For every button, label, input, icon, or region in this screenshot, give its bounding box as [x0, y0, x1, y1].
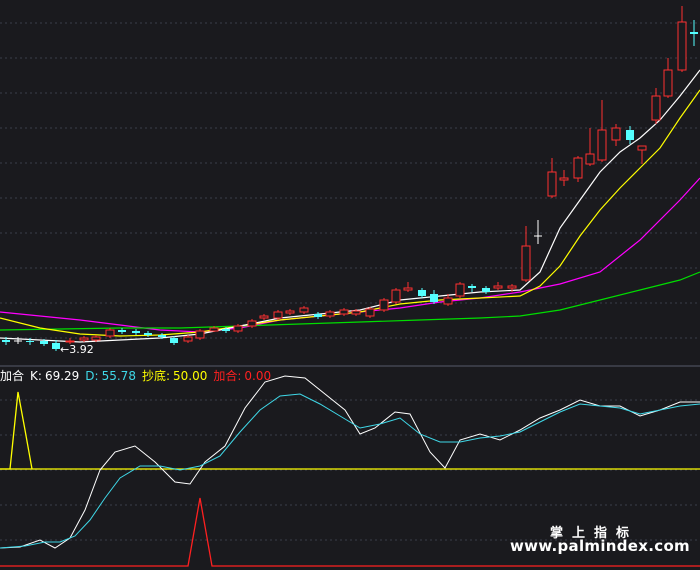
ma-green-line — [0, 271, 700, 331]
candle-up — [351, 310, 361, 315]
candle-up — [585, 153, 595, 165]
candle-down — [430, 294, 438, 302]
candle-up — [299, 307, 309, 313]
candle-up — [597, 129, 607, 161]
candle-down — [132, 331, 140, 333]
candle-up — [339, 309, 349, 315]
candle-down — [2, 340, 10, 342]
watermark-url: www.palmindex.com — [510, 537, 690, 555]
k-line — [0, 375, 700, 549]
candle-up — [105, 329, 115, 337]
d-line — [0, 393, 700, 549]
candle-up — [443, 297, 453, 305]
d-value: 55.78 — [101, 369, 136, 383]
candle-up — [493, 285, 503, 289]
jiahe-line — [0, 497, 700, 567]
candle-up — [521, 245, 531, 281]
candle-up — [455, 283, 465, 297]
candle-up — [663, 69, 673, 97]
candle-up — [209, 327, 219, 332]
d-label: D: — [85, 369, 99, 383]
low-price-value: 3.92 — [69, 343, 94, 356]
candle-down — [26, 341, 34, 342]
candle-up — [547, 171, 557, 197]
candle-up — [365, 308, 375, 317]
candle-down — [144, 333, 152, 335]
candle-up — [285, 310, 295, 314]
ma-white-line — [0, 69, 700, 343]
candle-down — [40, 341, 48, 344]
candle-up — [65, 340, 75, 343]
chaodi-spike — [0, 391, 33, 470]
candle-down — [418, 290, 426, 296]
candle-up — [391, 289, 401, 303]
candle-up — [651, 95, 661, 121]
candle-up — [379, 299, 389, 311]
candle-up — [247, 320, 257, 327]
jiahe-value: 0.00 — [244, 369, 272, 383]
candle-up — [79, 337, 89, 341]
candle-down — [52, 343, 60, 349]
indicator-legend: 加合 K: 69.29 D: 55.78 抄底: 50.00 加合: 0.00 — [0, 366, 277, 386]
candle-up — [611, 127, 621, 141]
indicator-name: 加合 — [0, 369, 25, 383]
candle-down — [314, 314, 322, 317]
candle-up — [559, 177, 569, 181]
candle-up — [259, 315, 269, 319]
candle-up — [233, 325, 243, 332]
watermark-title: 掌上指标 — [550, 526, 639, 541]
chaodi-value: 50.00 — [173, 369, 208, 383]
candle-up — [507, 285, 517, 289]
candle-up — [91, 336, 101, 341]
k-label: K: — [30, 369, 42, 383]
candle-down — [158, 335, 166, 337]
low-price-marker: ←3.92 — [60, 343, 94, 356]
candle-down — [626, 130, 634, 140]
candle-down — [690, 32, 698, 34]
ma-magenta-line — [0, 177, 700, 333]
ma-yellow-line — [0, 89, 700, 337]
candle-up — [573, 157, 583, 179]
k-value: 69.29 — [44, 369, 80, 383]
candle-down — [170, 338, 178, 343]
candle-up — [677, 21, 687, 71]
candle-down — [468, 286, 476, 288]
chaodi-label: 抄底: — [141, 369, 170, 383]
candle-down — [482, 288, 490, 292]
candle-up — [403, 287, 413, 291]
candle-up — [637, 145, 647, 151]
candle-up — [325, 311, 335, 317]
candle-down — [118, 330, 126, 332]
candle-down — [222, 329, 230, 331]
candle-up — [273, 311, 283, 319]
candle-up — [195, 330, 205, 339]
jiahe-label: 加合: — [213, 369, 242, 383]
candle-up — [183, 336, 193, 342]
